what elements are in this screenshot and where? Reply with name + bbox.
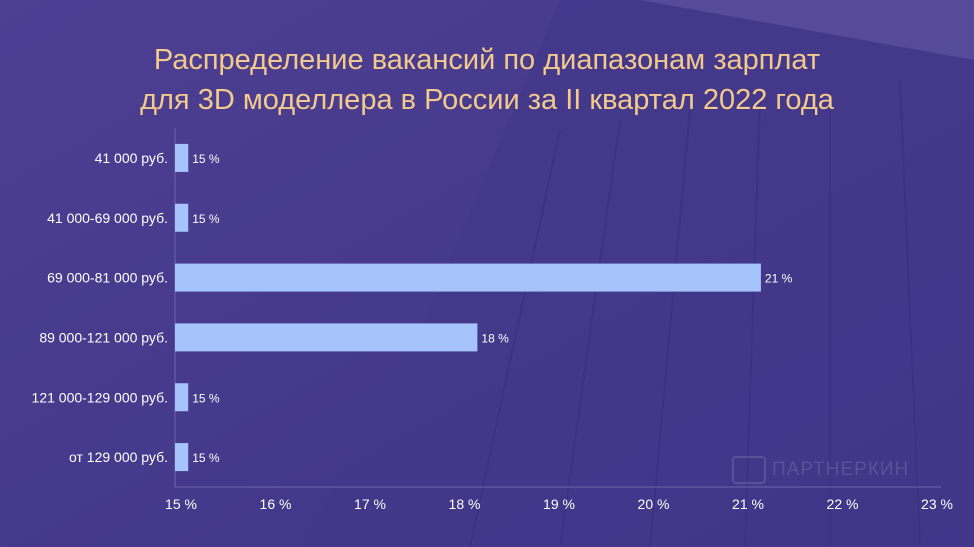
x-tick-label: 17 % [354, 496, 386, 512]
category-label: 41 000-69 000 руб. [47, 210, 168, 226]
category-label: 41 000 руб. [95, 150, 168, 166]
title-line-2: для 3D моделлера в России за II квартал … [140, 84, 834, 116]
bar [175, 143, 189, 172]
x-tick-label: 16 % [260, 496, 292, 512]
x-tick-label: 20 % [638, 496, 670, 512]
title-line-1: Распределение вакансий по диапазонам зар… [153, 44, 821, 76]
x-tick-label: 15 % [165, 496, 197, 512]
x-tick-label: 18 % [449, 496, 481, 512]
watermark-logo-icon [732, 456, 766, 484]
chart-title: Распределение вакансий по диапазонам зар… [0, 40, 974, 120]
bar [175, 323, 478, 352]
watermark-text: ПАРТНЕРКИН [772, 459, 910, 480]
category-label: 89 000-121 000 руб. [39, 329, 168, 345]
data-label: 18 % [481, 331, 509, 345]
x-tick-label: 19 % [543, 496, 575, 512]
data-label: 15 % [192, 451, 220, 465]
data-label: 21 % [765, 272, 793, 286]
watermark: ПАРТНЕРКИН [732, 456, 909, 484]
x-tick-label: 23 % [921, 496, 953, 512]
bar [175, 383, 189, 412]
category-label: 121 000-129 000 руб. [32, 389, 168, 405]
bar [175, 203, 189, 232]
category-label: 69 000-81 000 руб. [47, 270, 168, 286]
x-tick-label: 22 % [827, 496, 859, 512]
bar [175, 443, 189, 472]
category-label: от 129 000 руб. [69, 449, 168, 465]
data-label: 15 % [192, 212, 220, 226]
bar [175, 263, 761, 292]
x-tick-label: 21 % [732, 496, 764, 512]
data-label: 15 % [192, 152, 220, 166]
data-label: 15 % [192, 391, 220, 405]
